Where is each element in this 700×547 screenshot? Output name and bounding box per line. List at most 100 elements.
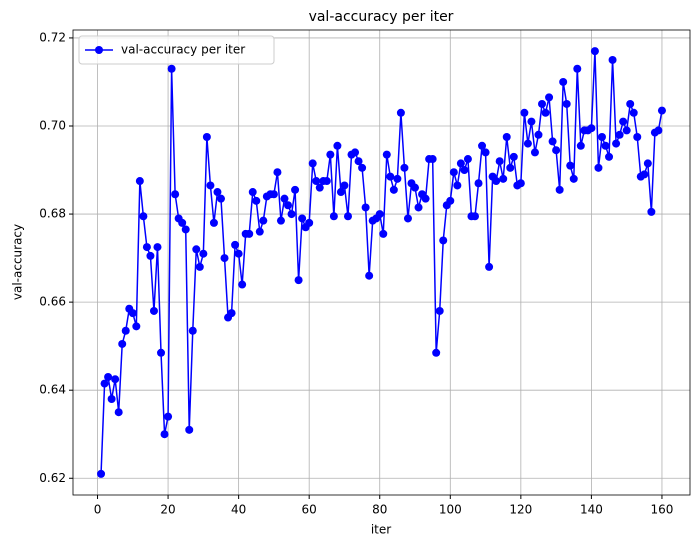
point <box>118 339 127 348</box>
y-tick-label: 0.68 <box>39 207 66 221</box>
y-tick-label: 0.72 <box>39 30 66 44</box>
point <box>146 251 155 260</box>
point <box>516 179 525 188</box>
point <box>365 271 374 280</box>
point <box>192 245 201 254</box>
point <box>142 243 151 252</box>
point <box>329 212 338 221</box>
point <box>492 177 501 186</box>
point <box>157 348 166 357</box>
point <box>555 185 564 194</box>
point <box>576 141 585 150</box>
point <box>470 212 479 221</box>
point <box>291 185 300 194</box>
point <box>432 348 441 357</box>
point <box>114 408 123 417</box>
point <box>202 133 211 142</box>
point <box>509 152 518 161</box>
point <box>343 212 352 221</box>
point <box>626 99 635 108</box>
point <box>403 214 412 223</box>
point <box>171 190 180 199</box>
point <box>298 214 307 223</box>
legend-label: val-accuracy per iter <box>121 43 245 57</box>
point <box>336 188 345 197</box>
point <box>601 141 610 150</box>
point <box>400 163 409 172</box>
point <box>629 108 638 117</box>
point <box>439 236 448 245</box>
point <box>435 306 444 315</box>
point <box>541 108 550 117</box>
point <box>188 326 197 335</box>
point <box>351 148 360 157</box>
y-tick-label: 0.62 <box>39 471 66 485</box>
point <box>206 181 215 190</box>
point <box>485 262 494 271</box>
point <box>608 55 617 64</box>
point <box>548 137 557 146</box>
point <box>234 249 243 258</box>
point <box>121 326 130 335</box>
point <box>569 174 578 183</box>
point <box>128 309 137 318</box>
point <box>294 276 303 285</box>
chart-title: val-accuracy per iter <box>309 9 454 25</box>
point <box>195 262 204 271</box>
point <box>612 139 621 148</box>
x-tick-label: 140 <box>580 503 603 517</box>
point <box>308 159 317 168</box>
point <box>379 229 388 238</box>
point <box>181 225 190 234</box>
point <box>231 240 240 249</box>
point <box>478 141 487 150</box>
x-tick-label: 0 <box>94 503 102 517</box>
point <box>520 108 529 117</box>
point <box>481 148 490 157</box>
point <box>361 203 370 212</box>
point <box>322 177 331 186</box>
point <box>269 190 278 199</box>
point <box>545 93 554 102</box>
point <box>382 150 391 159</box>
x-tick-label: 80 <box>372 503 387 517</box>
point <box>167 64 176 73</box>
point <box>393 174 402 183</box>
point <box>622 126 631 135</box>
y-tick-label: 0.66 <box>39 295 66 309</box>
point <box>453 181 462 190</box>
x-tick-label: 40 <box>231 503 246 517</box>
point <box>559 77 568 86</box>
point <box>284 201 293 210</box>
point <box>104 372 113 381</box>
point <box>389 185 398 194</box>
point <box>460 166 469 175</box>
point <box>633 133 642 142</box>
point <box>259 216 268 225</box>
point <box>421 194 430 203</box>
point <box>552 146 561 155</box>
legend-marker <box>95 46 103 54</box>
point <box>463 155 472 164</box>
point <box>220 254 229 263</box>
point <box>326 150 335 159</box>
point <box>428 155 437 164</box>
point <box>185 425 194 434</box>
point <box>657 106 666 115</box>
point <box>111 375 120 384</box>
point <box>255 227 264 236</box>
point <box>227 309 236 318</box>
point <box>245 229 254 238</box>
point <box>605 152 614 161</box>
point <box>199 249 208 258</box>
point <box>573 64 582 73</box>
point <box>287 210 296 219</box>
point <box>280 194 289 203</box>
point <box>615 130 624 139</box>
point <box>502 133 511 142</box>
point <box>340 181 349 190</box>
point <box>375 210 384 219</box>
point <box>333 141 342 150</box>
x-tick-label: 20 <box>160 503 175 517</box>
